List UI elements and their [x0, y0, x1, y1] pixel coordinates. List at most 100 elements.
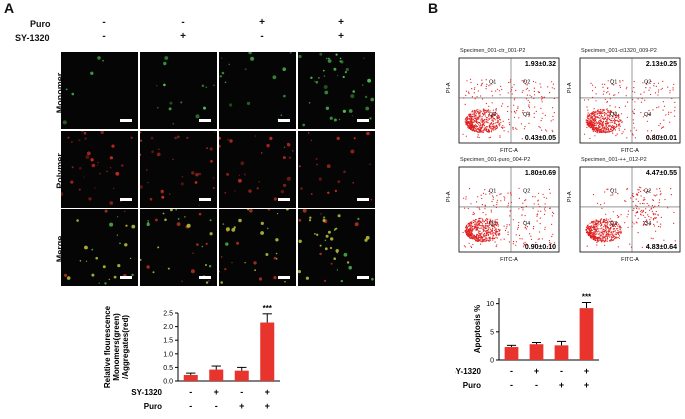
event-dot [596, 113, 598, 115]
event-dot [485, 240, 487, 242]
event-dot [504, 229, 507, 232]
event-dot [609, 227, 611, 230]
event-dot [478, 127, 481, 129]
event-dot [485, 236, 487, 239]
event-dot [470, 125, 473, 127]
event-dot [478, 128, 480, 131]
event-dot [472, 128, 474, 130]
event-dot [634, 137, 636, 139]
event-dot [658, 202, 660, 204]
event-dot [599, 123, 602, 125]
event-dot [552, 115, 554, 117]
event-dot [495, 90, 497, 92]
event-dot [608, 121, 610, 124]
event-dot [639, 203, 641, 205]
event-dot [484, 240, 486, 242]
event-dot [630, 197, 632, 199]
event-dot [619, 231, 621, 233]
event-dot [593, 225, 595, 227]
event-dot [606, 110, 608, 112]
event-dot [606, 223, 608, 225]
event-dot [465, 196, 467, 198]
event-dot [587, 225, 589, 227]
event-dot [496, 195, 498, 197]
event-dot [598, 233, 600, 235]
event-dot [518, 208, 520, 210]
event-dot [600, 115, 603, 117]
event-dot [622, 131, 624, 133]
event-dot [502, 125, 504, 127]
event-dot [612, 127, 614, 129]
plot-frame [579, 57, 681, 144]
event-dot [515, 234, 517, 236]
event-dot [603, 202, 605, 204]
event-dot [648, 89, 650, 91]
quadrant-label: Q4 [644, 221, 651, 227]
event-dot [549, 192, 551, 194]
event-dot [642, 211, 644, 213]
event-dot [496, 203, 498, 206]
event-dot [514, 97, 516, 99]
event-dot [490, 131, 492, 133]
event-dot [601, 224, 603, 226]
event-dot [479, 125, 481, 127]
event-dot [672, 87, 674, 89]
event-dot [640, 190, 642, 193]
event-dot [594, 86, 596, 88]
event-dot [638, 189, 640, 191]
event-dot [477, 226, 479, 228]
event-dot [599, 221, 601, 223]
y-tick-label: 1.5 [163, 338, 173, 345]
event-dot [613, 121, 615, 123]
event-dot [525, 98, 528, 100]
event-dot [599, 231, 601, 233]
event-dot [597, 127, 599, 129]
event-dot [468, 125, 470, 127]
event-dot [499, 193, 501, 195]
event-dot [488, 111, 490, 113]
scale-bar [278, 198, 290, 201]
event-dot [493, 237, 496, 239]
event-dot [604, 126, 606, 128]
event-dot [497, 114, 499, 116]
event-dot [587, 116, 589, 118]
event-dot [541, 129, 543, 131]
event-dot [616, 119, 618, 121]
event-dot [473, 109, 475, 112]
header-sign: - [260, 31, 264, 42]
event-dot [473, 130, 475, 132]
event-dot [477, 83, 479, 85]
event-dot [494, 221, 496, 223]
event-dot [476, 96, 478, 98]
event-dot [466, 117, 468, 119]
event-dot [609, 124, 611, 127]
event-dot [498, 115, 500, 117]
event-dot [493, 122, 495, 124]
event-dot [493, 225, 495, 227]
event-dot [612, 111, 614, 114]
event-dot [655, 230, 657, 232]
event-dot [653, 225, 655, 227]
event-dot [590, 227, 592, 229]
event-dot [525, 243, 527, 245]
event-dot [614, 118, 616, 121]
event-dot [549, 242, 551, 244]
event-dot [478, 236, 480, 238]
event-dot [603, 118, 606, 120]
event-dot [477, 196, 479, 198]
event-dot [518, 221, 520, 224]
event-dot [491, 230, 493, 232]
event-dot [599, 117, 601, 119]
event-dot [462, 133, 464, 135]
event-dot [489, 227, 491, 229]
event-dot [588, 122, 590, 124]
event-dot [641, 202, 644, 205]
factor-label: SY-1320 [131, 388, 162, 397]
event-dot [590, 82, 592, 84]
event-dot [496, 112, 498, 115]
event-dot [482, 114, 485, 116]
bar [529, 344, 544, 360]
event-dot [595, 237, 598, 239]
event-dot [508, 118, 510, 121]
